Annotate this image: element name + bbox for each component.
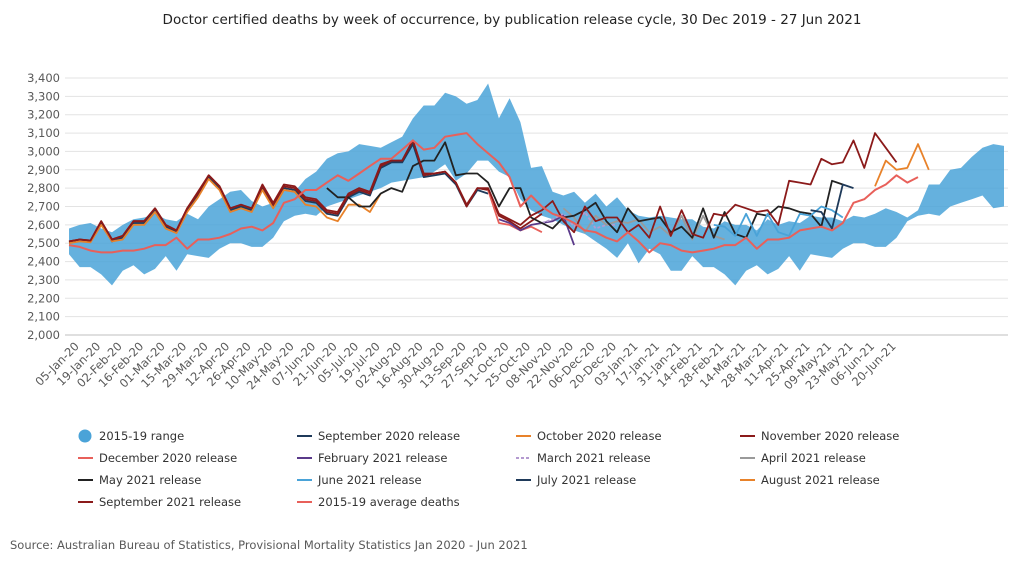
series-line — [541, 211, 618, 230]
y-tick-label: 2,600 — [27, 218, 60, 232]
legend-label: 2015-19 average deaths — [318, 495, 460, 509]
source-note: Source: Australian Bureau of Statistics,… — [10, 538, 528, 552]
y-tick-label: 2,100 — [27, 310, 60, 324]
y-tick-label: 3,100 — [27, 126, 60, 140]
y-tick-label: 2,500 — [27, 236, 60, 250]
legend-label: December 2020 release — [99, 451, 237, 465]
legend-label: October 2020 release — [537, 429, 662, 443]
legend-label: February 2021 release — [318, 451, 447, 465]
x-axis: 05-Jan-2019-Jan-2002-Feb-2016-Feb-2001-M… — [32, 339, 898, 392]
range-band-group — [69, 83, 1004, 286]
legend-label: August 2021 release — [761, 473, 880, 487]
y-tick-label: 3,400 — [27, 71, 60, 85]
y-tick-label: 2,900 — [27, 163, 60, 177]
y-tick-label: 3,200 — [27, 108, 60, 122]
legend-label: November 2020 release — [761, 429, 899, 443]
series-line — [68, 132, 919, 254]
y-tick-label: 2,700 — [27, 200, 60, 214]
y-tick-label: 2,400 — [27, 255, 60, 269]
range-band — [69, 83, 1004, 286]
legend-swatch — [78, 429, 92, 443]
series-group — [68, 132, 930, 254]
legend-label: June 2021 release — [317, 473, 422, 487]
series-line — [874, 143, 930, 187]
y-tick-label: 2,200 — [27, 291, 60, 305]
y-tick-label: 2,800 — [27, 181, 60, 195]
y-tick-label: 2,000 — [27, 328, 60, 342]
legend-label: July 2021 release — [536, 473, 636, 487]
y-tick-label: 3,300 — [27, 89, 60, 103]
legend: 2015-19 range September 2020 release Octob… — [78, 429, 899, 509]
series-line — [326, 141, 844, 239]
series-line — [68, 178, 382, 245]
series-line — [68, 132, 898, 243]
legend-label: 2015-19 range — [99, 429, 184, 443]
legend-label: May 2021 release — [99, 473, 201, 487]
y-tick-label: 3,000 — [27, 144, 60, 158]
series-line — [713, 205, 844, 237]
chart-title: Doctor certified deaths by week of occur… — [163, 12, 862, 28]
series-line — [562, 207, 725, 241]
series-line — [810, 183, 854, 230]
legend-label: September 2021 release — [99, 495, 241, 509]
legend-label: September 2020 release — [318, 429, 460, 443]
legend-label: April 2021 release — [761, 451, 866, 465]
y-tick-label: 2,300 — [27, 273, 60, 287]
legend-label: March 2021 release — [537, 451, 651, 465]
y-axis: 2,000 2,100 2,200 2,300 2,400 2,500 2,600 2,700… — [27, 71, 60, 342]
